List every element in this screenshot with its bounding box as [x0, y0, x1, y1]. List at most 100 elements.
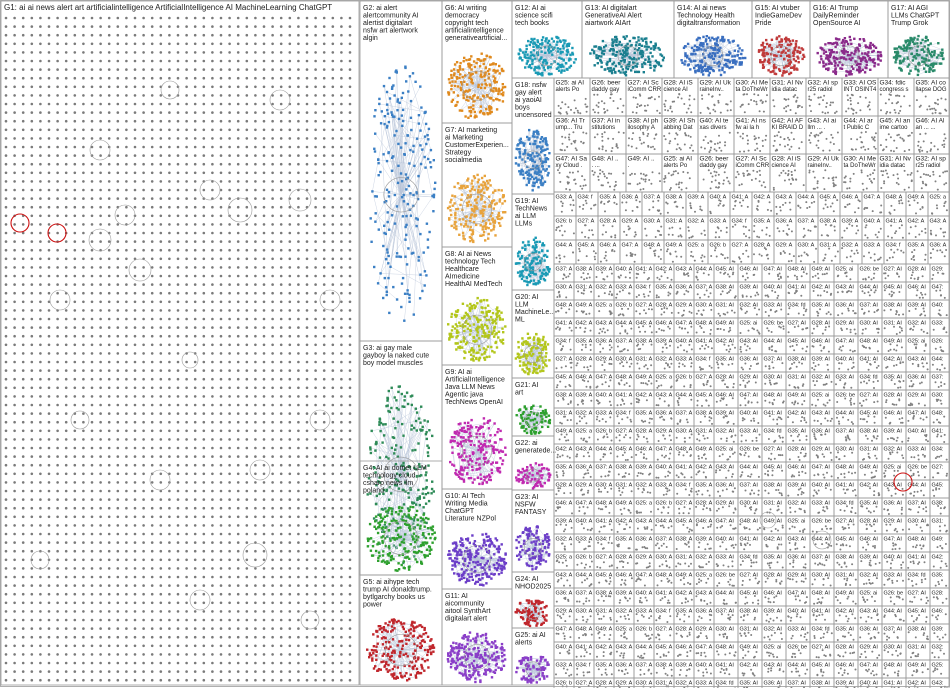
- node: [348, 618, 352, 622]
- node: [377, 174, 380, 177]
- node: [314, 326, 317, 329]
- node: [424, 433, 428, 436]
- node: [245, 429, 249, 433]
- node: [427, 446, 430, 450]
- node: [150, 145, 154, 149]
- node: [39, 661, 42, 665]
- node: [340, 266, 343, 269]
- node: [451, 446, 454, 449]
- node: [476, 191, 480, 194]
- node: [168, 618, 171, 622]
- node: [378, 554, 381, 558]
- node: [150, 532, 154, 536]
- node: [385, 159, 389, 163]
- node: [64, 59, 68, 63]
- node: [99, 180, 102, 183]
- node: [73, 498, 77, 501]
- node: [314, 51, 317, 54]
- node: [125, 16, 128, 20]
- node: [219, 154, 223, 157]
- node: [82, 463, 85, 467]
- node: [377, 559, 380, 562]
- node: [486, 475, 489, 478]
- node-ring: [461, 70, 492, 101]
- node: [150, 68, 154, 71]
- node: [415, 513, 418, 517]
- node: [99, 524, 102, 527]
- node: [13, 584, 16, 587]
- node: [450, 312, 454, 316]
- node: [13, 489, 16, 493]
- node: [193, 558, 197, 562]
- node: [228, 395, 231, 398]
- node: [314, 33, 317, 37]
- node: [142, 266, 145, 269]
- node: [470, 307, 474, 310]
- node: [168, 532, 171, 536]
- node: [415, 475, 419, 478]
- node: [485, 94, 489, 97]
- node: [107, 395, 111, 398]
- node: [372, 517, 376, 520]
- node: [401, 215, 405, 218]
- node: [471, 232, 475, 236]
- node: [168, 575, 171, 579]
- node: [421, 657, 424, 661]
- node: [176, 291, 180, 295]
- node: [228, 558, 231, 562]
- node: [4, 360, 8, 364]
- node: [30, 128, 34, 132]
- node: [348, 584, 352, 587]
- node: [385, 404, 388, 408]
- node: [219, 180, 223, 183]
- node: [387, 195, 391, 198]
- node: [407, 523, 410, 527]
- node: [30, 85, 34, 89]
- node: [4, 635, 8, 639]
- node: [202, 343, 206, 347]
- node-ring: [114, 204, 136, 226]
- node: [381, 517, 385, 520]
- node: [116, 180, 120, 183]
- node: [4, 395, 8, 398]
- node: [90, 309, 94, 312]
- node: [133, 42, 137, 46]
- node: [418, 463, 421, 466]
- node: [486, 421, 489, 424]
- node-ring: [49, 289, 71, 311]
- node: [73, 300, 77, 304]
- node: [371, 554, 375, 557]
- node: [133, 317, 137, 321]
- node: [387, 262, 390, 265]
- node: [133, 369, 137, 372]
- node: [142, 162, 145, 166]
- node: [150, 317, 154, 321]
- node: [21, 455, 25, 458]
- node: [56, 558, 59, 562]
- node: [501, 83, 504, 86]
- node: [412, 518, 416, 521]
- node: [90, 352, 94, 355]
- node: [13, 670, 16, 673]
- node: [477, 188, 480, 191]
- node: [107, 283, 111, 286]
- node: [168, 300, 171, 304]
- node: [202, 257, 206, 261]
- node: [408, 677, 411, 681]
- node: [4, 592, 8, 596]
- node: [424, 487, 428, 490]
- node: [133, 455, 137, 458]
- node: [457, 475, 461, 478]
- node: [56, 42, 59, 46]
- node: [297, 231, 300, 235]
- node: [64, 524, 68, 527]
- node: [451, 194, 454, 197]
- node: [262, 326, 266, 329]
- node: [73, 283, 77, 286]
- node: [490, 229, 493, 232]
- node: [47, 386, 51, 390]
- node: [56, 128, 59, 132]
- node: [405, 233, 408, 237]
- node: [485, 481, 489, 484]
- node: [211, 567, 214, 570]
